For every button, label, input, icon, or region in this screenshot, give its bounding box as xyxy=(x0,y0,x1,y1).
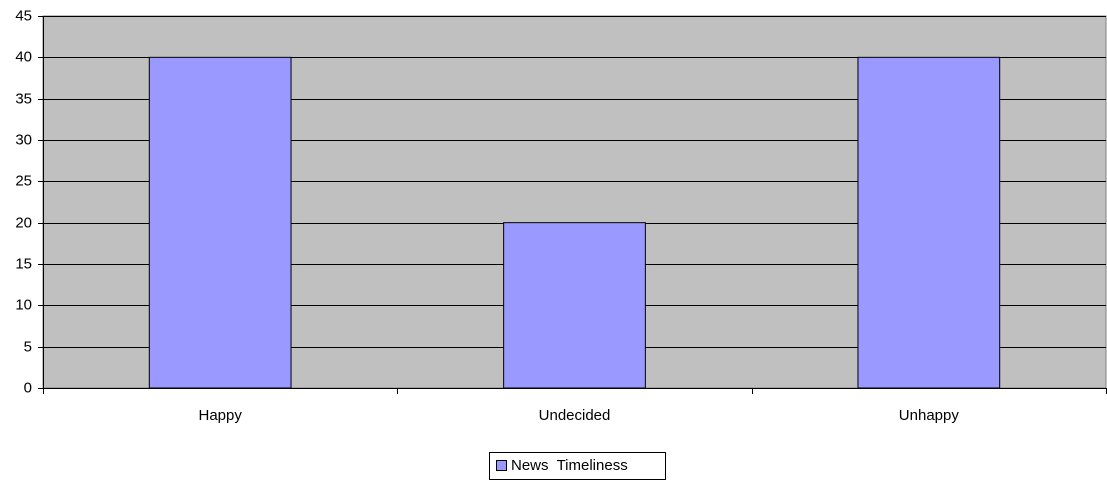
x-tick-label: Happy xyxy=(198,407,242,424)
y-tick-label: 25 xyxy=(15,172,32,189)
y-tick-label: 0 xyxy=(24,379,32,396)
bar xyxy=(857,56,1001,389)
legend-box xyxy=(489,452,666,480)
legend-swatch xyxy=(496,460,507,471)
y-tick-label: 10 xyxy=(15,296,32,313)
bar xyxy=(148,56,292,389)
y-tick-label: 30 xyxy=(15,131,32,148)
x-tick-label: Unhappy xyxy=(899,407,960,424)
y-tick-label: 5 xyxy=(24,338,32,355)
y-tick-label: 15 xyxy=(15,255,32,272)
legend: News Timeliness xyxy=(489,452,666,480)
bar xyxy=(503,222,646,389)
y-tick-label: 35 xyxy=(15,90,32,107)
legend-label: News Timeliness xyxy=(511,457,628,474)
y-tick-label: 45 xyxy=(15,7,32,24)
x-tick-label: Undecided xyxy=(539,407,611,424)
y-tick-label: 20 xyxy=(15,214,32,231)
y-tick-label: 40 xyxy=(15,48,32,65)
